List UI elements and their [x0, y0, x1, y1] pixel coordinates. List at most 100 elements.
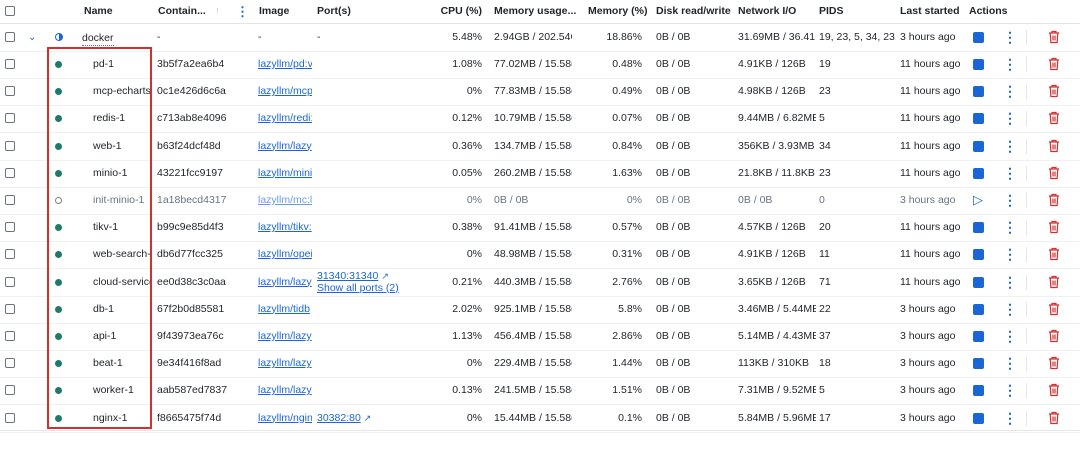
select-all-checkbox[interactable]	[5, 6, 15, 16]
row-checkbox[interactable]	[5, 113, 15, 124]
col-memory-pct[interactable]: Memory (%)	[588, 5, 648, 17]
stop-icon[interactable]	[973, 140, 984, 152]
trash-icon[interactable]	[1048, 383, 1060, 397]
container-name[interactable]: tikv-1	[93, 221, 119, 234]
trash-icon[interactable]	[1048, 139, 1060, 153]
kebab-menu-icon[interactable]: ⋮	[1003, 246, 1017, 263]
col-last-started[interactable]: Last started	[900, 5, 960, 17]
kebab-menu-icon[interactable]: ⋮	[1003, 219, 1017, 236]
container-name[interactable]: cloud-service	[93, 275, 151, 288]
stop-icon[interactable]	[973, 113, 984, 125]
trash-icon[interactable]	[1048, 247, 1060, 261]
row-checkbox[interactable]	[5, 385, 15, 396]
container-name[interactable]: nginx-1	[93, 411, 128, 424]
image-link[interactable]: lazyllm/opei	[258, 248, 312, 261]
row-checkbox[interactable]	[5, 32, 15, 42]
group-row-docker[interactable]: ⌄ docker - - - 5.48% 2.94GB / 202.54G 18…	[0, 24, 1080, 52]
container-name[interactable]: api-1	[93, 330, 117, 342]
container-row[interactable]: db-1 67f2b0d85581 lazyllm/tidb 2.02% 925…	[0, 296, 1080, 324]
trash-icon[interactable]	[1048, 30, 1060, 44]
container-name[interactable]: beat-1	[93, 357, 123, 370]
col-name[interactable]: Name	[84, 5, 113, 17]
image-link[interactable]: lazyllm/tidb	[258, 302, 310, 315]
trash-icon[interactable]	[1048, 166, 1060, 180]
column-menu-icon[interactable]: ⋮	[236, 4, 249, 19]
kebab-menu-icon[interactable]: ⋮	[1003, 192, 1017, 208]
row-checkbox[interactable]	[5, 303, 15, 314]
container-row[interactable]: worker-1 aab587ed7837 lazyllm/lazy 0.13%…	[0, 377, 1080, 406]
col-container-id[interactable]: Contain... ↑	[158, 0, 228, 23]
container-row[interactable]: minio-1 43221fcc9197 lazyllm/mini 0.05% …	[0, 160, 1080, 188]
row-checkbox[interactable]	[5, 412, 15, 423]
container-name[interactable]: db-1	[93, 302, 115, 315]
external-link-icon[interactable]: ↗	[363, 412, 372, 423]
trash-icon[interactable]	[1048, 411, 1060, 425]
image-link[interactable]: lazyllm/redi:	[258, 112, 312, 125]
chevron-down-icon[interactable]: ⌄	[28, 32, 37, 43]
container-row[interactable]: api-1 9f43973ea76c lazyllm/lazy 1.13% 45…	[0, 323, 1080, 351]
row-checkbox[interactable]	[5, 59, 15, 69]
kebab-menu-icon[interactable]: ⋮	[1003, 29, 1017, 45]
container-name[interactable]: mcp-echarts-	[93, 85, 151, 98]
col-disk[interactable]: Disk read/write	[656, 5, 731, 17]
container-row[interactable]: mcp-echarts- 0c1e426d6c6a lazyllm/mcp 0%…	[0, 78, 1080, 107]
stop-icon[interactable]	[973, 59, 984, 70]
col-ports[interactable]: Port(s)	[317, 5, 351, 17]
image-link[interactable]: lazyllm/lazy	[258, 384, 312, 397]
stop-icon[interactable]	[973, 358, 984, 370]
kebab-menu-icon[interactable]: ⋮	[1003, 409, 1017, 426]
container-name[interactable]: redis-1	[93, 112, 126, 125]
trash-icon[interactable]	[1048, 356, 1060, 370]
row-checkbox[interactable]	[5, 331, 15, 341]
row-checkbox[interactable]	[5, 140, 15, 151]
row-checkbox[interactable]	[5, 167, 15, 178]
container-row[interactable]: tikv-1 b99c9e85d4f3 lazyllm/tikv: 0.38% …	[0, 214, 1080, 243]
col-network[interactable]: Network I/O	[738, 5, 797, 17]
container-row[interactable]: nginx-1 f8665475f74d lazyllm/ngin 30382:…	[0, 405, 1080, 433]
container-row[interactable]: cloud-service ee0d38c3c0aa lazyllm/lazy …	[0, 269, 1080, 297]
port-link[interactable]: 31340:31340	[317, 269, 379, 282]
kebab-menu-icon[interactable]: ⋮	[1003, 355, 1017, 372]
container-name[interactable]: web-search-s	[93, 248, 151, 261]
sort-arrow-icon[interactable]: ↑	[208, 5, 220, 17]
container-name[interactable]: worker-1	[93, 384, 134, 397]
container-row[interactable]: init-minio-1 1a18becd4317 lazyllm/mc:l 0…	[0, 187, 1080, 215]
container-name[interactable]: init-minio-1	[93, 194, 145, 206]
container-row[interactable]: pd-1 3b5f7a2ea6b4 lazyllm/pd:v 1.08% 77.…	[0, 51, 1080, 79]
container-row[interactable]: web-search-s db6d77fcc325 lazyllm/opei 0…	[0, 241, 1080, 270]
trash-icon[interactable]	[1048, 329, 1060, 343]
container-name[interactable]: web-1	[93, 139, 122, 152]
row-checkbox[interactable]	[5, 195, 15, 205]
stop-icon[interactable]	[973, 249, 984, 261]
play-icon[interactable]: ▷	[973, 192, 983, 207]
image-link[interactable]: lazyllm/ngin	[258, 411, 312, 424]
stop-icon[interactable]	[973, 32, 984, 43]
kebab-menu-icon[interactable]: ⋮	[1003, 56, 1017, 72]
row-checkbox[interactable]	[5, 358, 15, 369]
trash-icon[interactable]	[1048, 275, 1060, 289]
image-link[interactable]: lazyllm/tikv:	[258, 221, 312, 234]
container-row[interactable]: web-1 b63f24dcf48d lazyllm/lazy 0.36% 13…	[0, 133, 1080, 161]
col-memory-usage[interactable]: Memory usage...	[494, 5, 577, 17]
stop-icon[interactable]	[973, 86, 984, 98]
stop-icon[interactable]	[973, 385, 984, 397]
col-image[interactable]: Image	[259, 5, 290, 17]
show-all-ports-link[interactable]: Show all ports (2)	[317, 281, 399, 294]
kebab-menu-icon[interactable]: ⋮	[1003, 110, 1017, 127]
container-row[interactable]: beat-1 9e34f416f8ad lazyllm/lazy 0% 229.…	[0, 350, 1080, 379]
trash-icon[interactable]	[1048, 220, 1060, 234]
container-row[interactable]: redis-1 c713ab8e4096 lazyllm/redi: 0.12%…	[0, 105, 1080, 134]
stop-icon[interactable]	[973, 412, 984, 424]
trash-icon[interactable]	[1048, 111, 1060, 125]
image-link[interactable]: lazyllm/lazy	[258, 139, 312, 152]
kebab-menu-icon[interactable]: ⋮	[1003, 137, 1017, 154]
row-checkbox[interactable]	[5, 276, 15, 287]
trash-icon[interactable]	[1048, 57, 1060, 71]
kebab-menu-icon[interactable]: ⋮	[1003, 328, 1017, 344]
kebab-menu-icon[interactable]: ⋮	[1003, 300, 1017, 317]
container-name[interactable]: pd-1	[93, 58, 115, 70]
stop-icon[interactable]	[973, 331, 984, 342]
port-link[interactable]: 30382:80	[317, 411, 361, 424]
image-link[interactable]: lazyllm/mc:l	[258, 194, 312, 206]
image-link[interactable]: lazyllm/lazy	[258, 330, 312, 342]
